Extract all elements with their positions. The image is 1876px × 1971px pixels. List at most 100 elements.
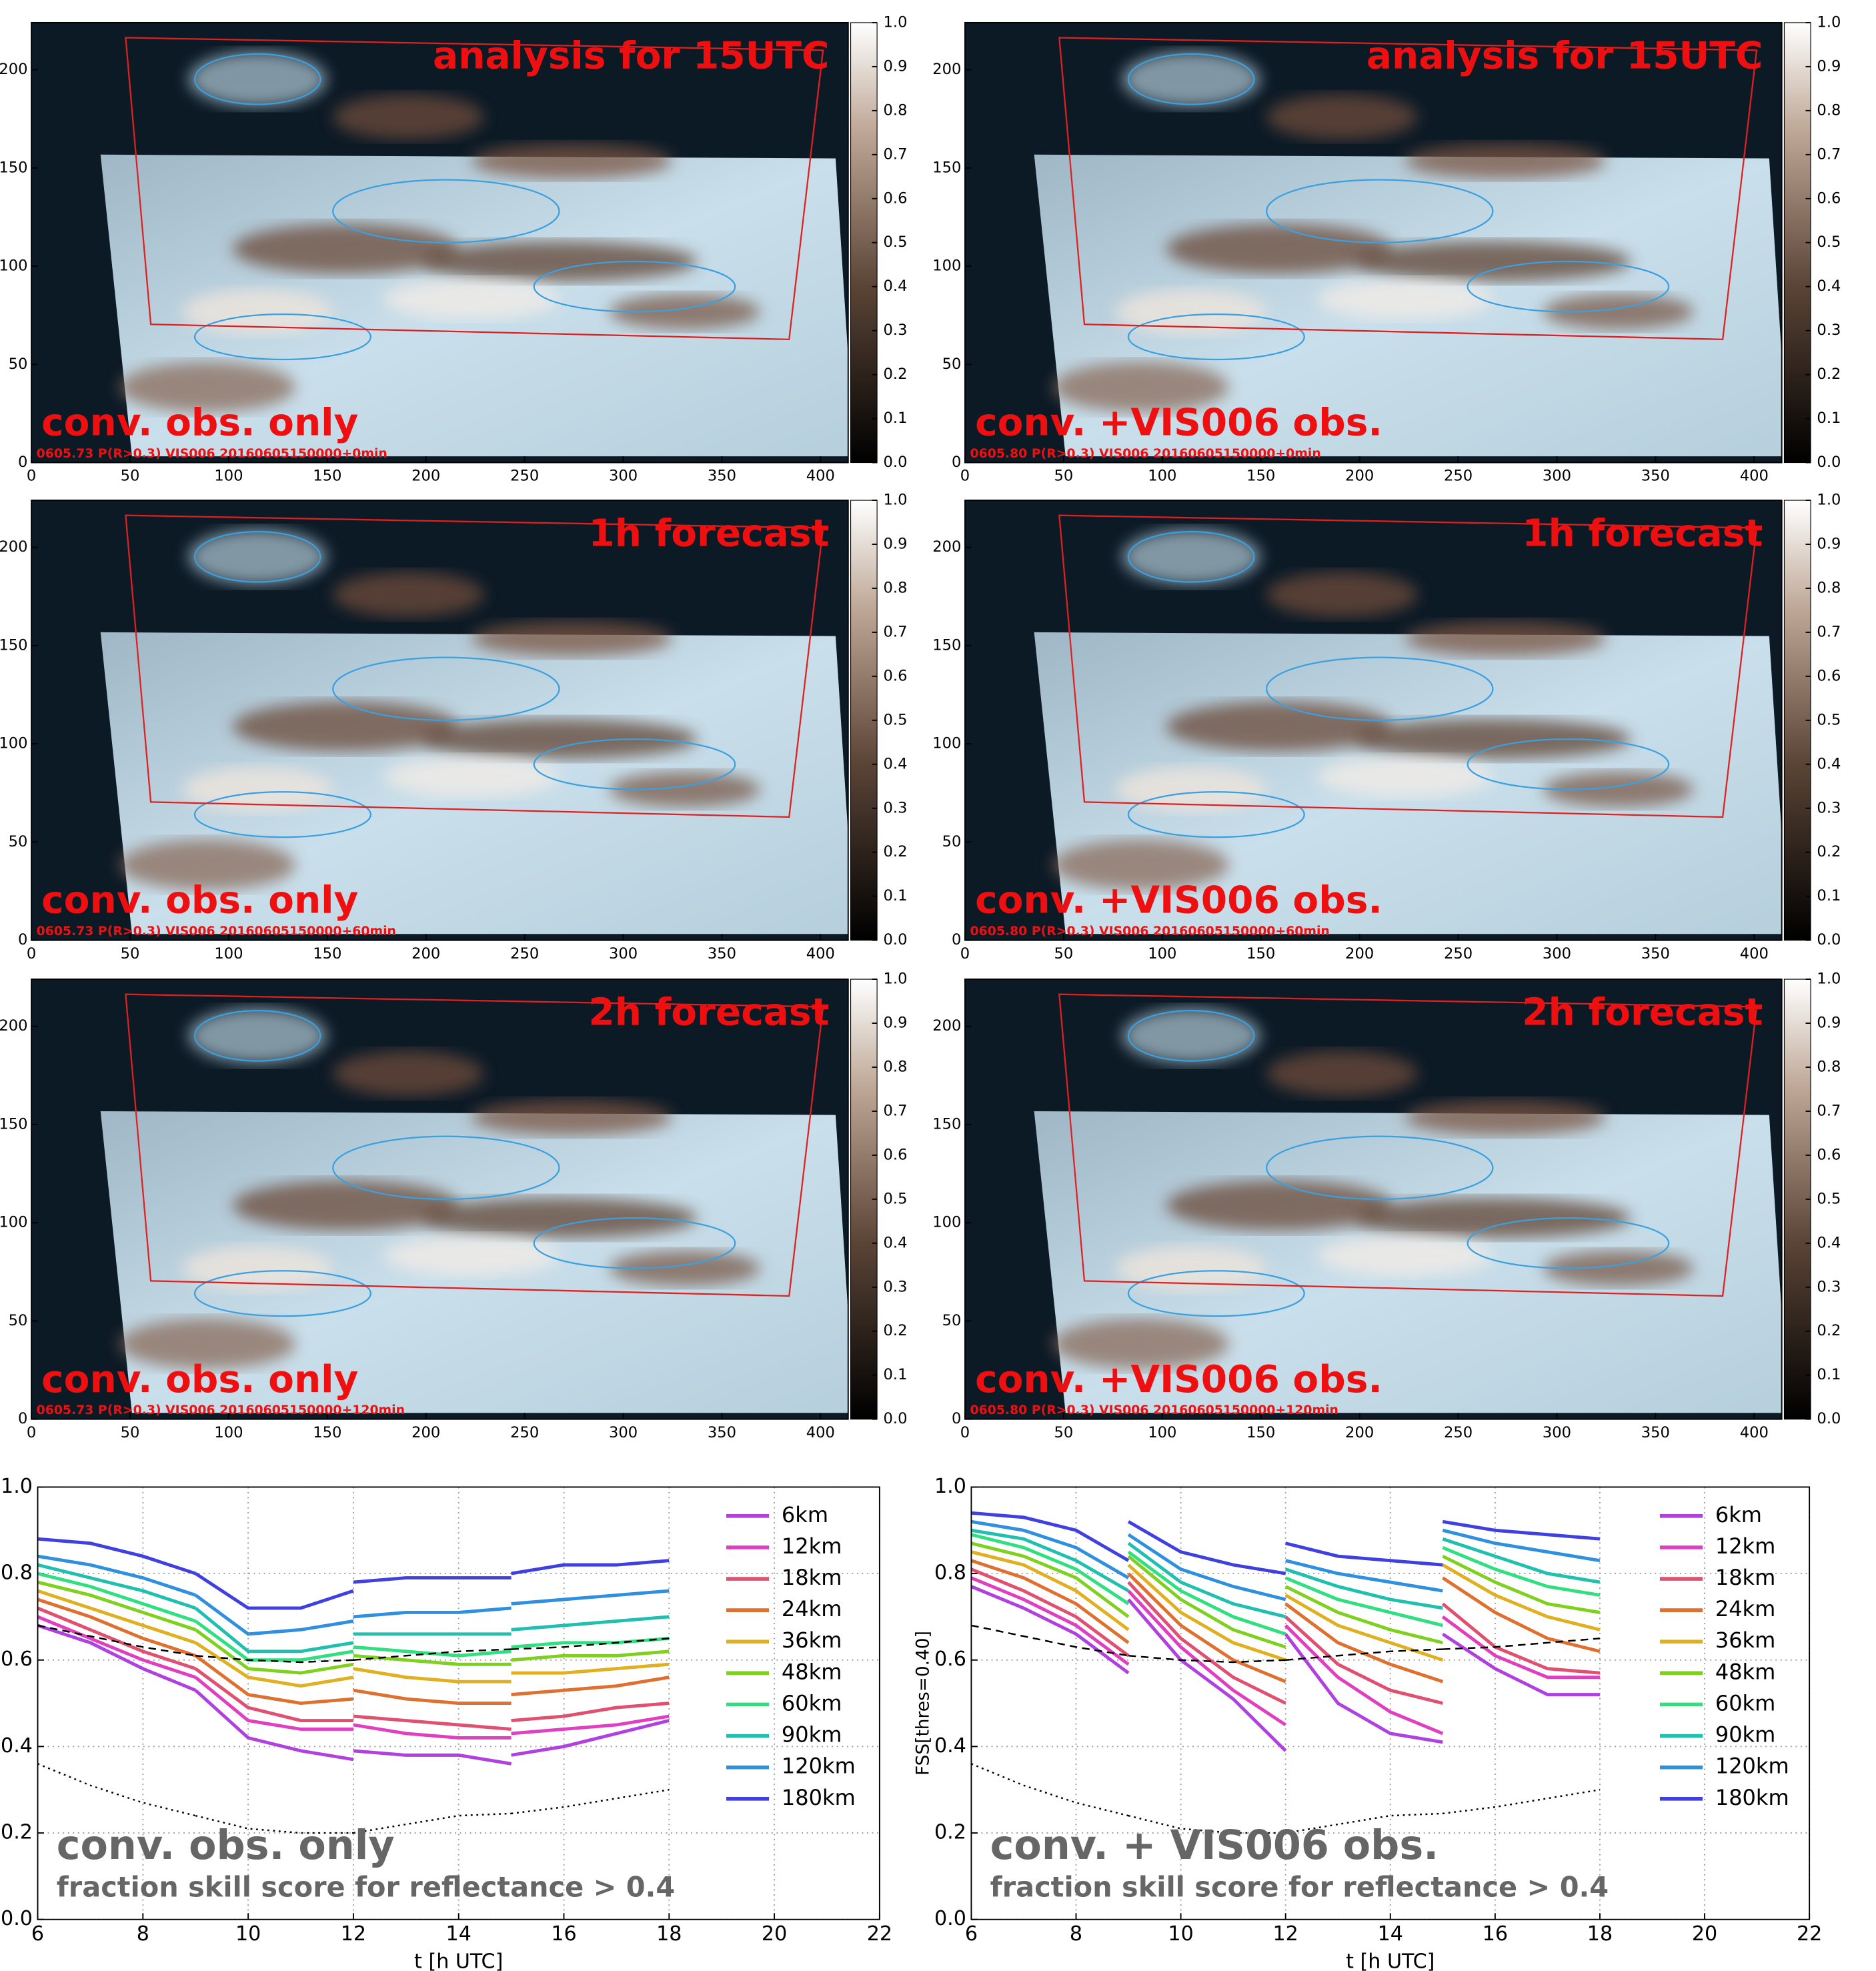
- plot-frame: [964, 21, 1783, 464]
- x-tick-label: 150: [1246, 945, 1275, 962]
- y-tick-label: 0: [952, 454, 961, 471]
- y-tick-label: 0.8: [934, 1561, 966, 1585]
- x-tick-label: 100: [1148, 945, 1176, 962]
- colorbar-tick-label: 0.8: [884, 1058, 908, 1075]
- colorbar-tick-label: 0.4: [1817, 1234, 1841, 1251]
- cloud-feature: [1052, 362, 1229, 413]
- map-image: [965, 22, 1782, 463]
- panel-title: 1h forecast: [588, 512, 829, 555]
- cloud-feature: [1354, 1197, 1631, 1239]
- cloud-feature: [609, 1251, 760, 1286]
- y-tick-label: 0.2: [934, 1821, 966, 1844]
- cloud-feature: [119, 362, 295, 413]
- cloud-feature: [1166, 1180, 1392, 1231]
- legend-label: 180km: [782, 1785, 856, 1810]
- cloud-feature: [471, 620, 673, 656]
- colorbar-tick-label: 0.7: [884, 623, 908, 640]
- x-tick-label: 50: [1054, 468, 1074, 485]
- y-tick-label: 0: [18, 1410, 27, 1427]
- panel-title: 2h forecast: [588, 991, 829, 1034]
- x-tick-label: 100: [1148, 468, 1176, 485]
- x-tick-label: 0: [960, 945, 970, 962]
- cloud-feature: [1404, 620, 1606, 656]
- plot-frame: [964, 500, 1783, 941]
- cloud-feature: [471, 143, 673, 179]
- chart-title: conv. obs. only: [57, 1822, 395, 1869]
- colorbar-tick-label: 0.1: [884, 1366, 908, 1383]
- cloud-feature: [1052, 1318, 1229, 1369]
- y-tick-label: 50: [942, 833, 962, 850]
- y-tick-label: 50: [9, 833, 28, 850]
- x-tick-label: 12: [341, 1922, 366, 1946]
- cloud-feature: [188, 529, 327, 585]
- colorbar-tick-label: 0.0: [884, 1410, 908, 1427]
- colorbar-tick-label: 0.9: [884, 536, 908, 553]
- colorbar-tick-label: 0.1: [1817, 1366, 1841, 1383]
- colorbar-tick-label: 0.3: [884, 799, 908, 816]
- colorbar-tick-label: 0.2: [1817, 843, 1841, 860]
- x-tick-label: 300: [1543, 1424, 1571, 1441]
- legend-label: 12km: [782, 1533, 842, 1559]
- map-image: [31, 979, 848, 1419]
- y-tick-label: 0: [952, 931, 961, 948]
- panel-label: conv. +VIS006 obs.: [975, 1358, 1382, 1401]
- legend-label: 6km: [782, 1502, 828, 1527]
- colorbar-tick-label: 0.8: [884, 101, 908, 119]
- colorbar-tick-label: 0.8: [1817, 1058, 1841, 1075]
- cloud-feature: [1122, 1008, 1260, 1064]
- contour: [332, 656, 560, 721]
- legend-label: 60km: [1715, 1690, 1775, 1716]
- x-tick-label: 150: [313, 468, 341, 485]
- x-tick-label: 150: [1246, 468, 1275, 485]
- cloud-feature: [1266, 94, 1418, 140]
- contour: [1467, 1217, 1670, 1269]
- x-tick-label: 50: [121, 945, 140, 962]
- y-tick-label: 200: [932, 61, 961, 78]
- x-tick-label: 6: [965, 1922, 978, 1946]
- colorbar-tick-label: 1.0: [884, 492, 908, 509]
- colorbar-tick-label: 0.0: [884, 454, 908, 471]
- x-tick-label: 400: [806, 945, 835, 962]
- y-tick-label: 150: [0, 159, 27, 176]
- x-tick-label: 200: [411, 1424, 440, 1441]
- legend-label: 48km: [782, 1659, 842, 1684]
- contour: [1127, 53, 1255, 105]
- y-tick-label: 0.6: [934, 1648, 966, 1671]
- series-line: [971, 1519, 1601, 1601]
- legend-label: 60km: [782, 1690, 842, 1716]
- cloud-feature: [421, 1197, 698, 1239]
- cloud-feature: [383, 279, 560, 319]
- x-tick-label: 50: [1054, 945, 1074, 962]
- line-chart: 6 8 10 12 14 16 18 20 22 0.0 0.2 0.4 0.6 0.8 1.0 6km 12k…: [1, 1475, 892, 1971]
- cloud-feature: [188, 51, 327, 107]
- panel-label: conv. +VIS006 obs.: [975, 402, 1382, 445]
- series-line: [37, 1615, 670, 1740]
- contour: [1127, 531, 1255, 583]
- legend-label: 18km: [782, 1565, 842, 1590]
- series-line: [37, 1624, 670, 1664]
- x-tick-label: 100: [214, 945, 243, 962]
- legend-label: 48km: [1715, 1659, 1775, 1684]
- colorbar-tick-label: 0.9: [884, 57, 908, 75]
- x-tick-label: 200: [1345, 945, 1374, 962]
- series-line: [37, 1537, 670, 1610]
- colorbar-tick-label: 1.0: [1817, 13, 1841, 31]
- contour: [193, 313, 371, 361]
- colorbar-tick-label: 0.1: [1817, 887, 1841, 904]
- cloud-feature: [182, 766, 333, 812]
- x-tick-label: 200: [1345, 1424, 1374, 1441]
- contour: [533, 1217, 736, 1269]
- y-tick-label: 100: [932, 257, 961, 275]
- map-panel: 0 50 100 150 200 250 300 350 400 0 50 100 150 200 0.0 0…: [0, 970, 908, 1441]
- cloud-feature: [1316, 756, 1493, 797]
- legend-label: 120km: [782, 1754, 856, 1779]
- panel-caption: 0605.80 P(R>0.3) VIS006 20160605150000+1…: [970, 1403, 1338, 1417]
- x-axis-label: t [h UTC]: [414, 1950, 503, 1971]
- contour: [1127, 313, 1305, 361]
- x-tick-label: 350: [708, 945, 736, 962]
- x-tick-label: 0: [960, 468, 970, 485]
- legend-label: 90km: [782, 1722, 842, 1748]
- x-tick-label: 250: [1444, 468, 1473, 485]
- panel-label: conv. obs. only: [41, 402, 358, 445]
